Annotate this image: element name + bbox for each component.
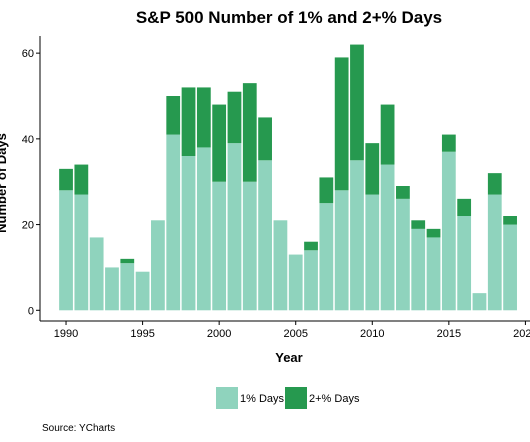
- legend: 1% Days 2+% Days: [216, 387, 360, 409]
- bar-two-pct-2010: [365, 143, 380, 195]
- bar-two-pct-1994: [120, 258, 135, 264]
- x-tick-label-1995: 1995: [130, 328, 154, 340]
- legend-label-two-pct: 2+% Days: [309, 393, 360, 405]
- legend-swatch-one-pct: [216, 387, 238, 409]
- bar-one-pct-2003: [258, 160, 272, 311]
- bar-two-pct-2000: [212, 104, 227, 182]
- bar-two-pct-1999: [196, 87, 211, 148]
- bar-one-pct-2008: [334, 190, 349, 311]
- bar-one-pct-1992: [89, 237, 104, 311]
- bar-two-pct-2003: [258, 117, 272, 161]
- bar-one-pct-2010: [365, 194, 380, 311]
- source-note: Source: YCharts: [42, 423, 115, 434]
- bar-one-pct-1995: [135, 271, 150, 311]
- bar-two-pct-2016: [457, 198, 472, 216]
- bar-one-pct-1999: [196, 147, 211, 311]
- y-tick-label-40: 40: [22, 134, 34, 146]
- bar-one-pct-1996: [151, 220, 165, 311]
- bar-two-pct-2012: [396, 186, 410, 199]
- bar-one-pct-2014: [426, 237, 441, 311]
- bar-two-pct-1997: [166, 96, 181, 135]
- x-tick-label-2000: 2000: [207, 328, 231, 340]
- bar-two-pct-1998: [181, 87, 196, 156]
- bar-one-pct-2017: [472, 293, 487, 311]
- chart-title: S&P 500 Number of 1% and 2+% Days: [136, 8, 442, 27]
- bar-one-pct-1991: [74, 194, 89, 311]
- bar-one-pct-2015: [441, 151, 456, 311]
- bar-one-pct-2001: [227, 143, 242, 311]
- bar-two-pct-2001: [227, 91, 242, 144]
- bar-one-pct-2016: [457, 216, 472, 311]
- legend-label-one-pct: 1% Days: [240, 393, 285, 405]
- legend-swatch-two-pct: [285, 387, 307, 409]
- bars-group: [59, 44, 517, 311]
- y-axis-title: Number of Days: [0, 133, 9, 233]
- y-tick-label-0: 0: [28, 305, 34, 317]
- bar-one-pct-2018: [487, 194, 502, 311]
- axes-group: 0 20 40 60 1990 1995 2000 2005 2010 2015 2020: [22, 36, 530, 340]
- bar-one-pct-2013: [411, 228, 426, 311]
- bar-two-pct-2014: [426, 228, 441, 238]
- bar-two-pct-2002: [242, 83, 257, 182]
- x-axis-title: Year: [275, 350, 302, 365]
- bar-one-pct-2005: [288, 254, 303, 311]
- bar-two-pct-2006: [304, 241, 318, 251]
- bar-one-pct-2006: [304, 250, 318, 311]
- x-tick-label-2010: 2010: [360, 328, 384, 340]
- bar-one-pct-2004: [273, 220, 288, 311]
- bar-one-pct-2009: [350, 160, 364, 311]
- y-tick-label-20: 20: [22, 220, 34, 232]
- bar-one-pct-1990: [59, 190, 73, 311]
- x-tick-label-2020: 2020: [513, 328, 530, 340]
- bar-two-pct-2018: [487, 173, 502, 195]
- bar-one-pct-2000: [212, 181, 227, 311]
- bar-two-pct-2019: [503, 216, 517, 225]
- bar-two-pct-1991: [74, 164, 89, 195]
- bar-one-pct-1994: [120, 263, 135, 311]
- bar-one-pct-2011: [380, 164, 395, 311]
- bar-two-pct-2013: [411, 220, 426, 229]
- bar-one-pct-1997: [166, 134, 181, 311]
- x-tick-label-1990: 1990: [54, 328, 78, 340]
- bar-one-pct-2012: [396, 198, 410, 311]
- x-tick-label-2005: 2005: [283, 328, 307, 340]
- y-tick-label-60: 60: [22, 48, 34, 60]
- bar-one-pct-1998: [181, 156, 196, 311]
- bar-one-pct-2007: [319, 203, 334, 311]
- bar-two-pct-2008: [334, 57, 349, 191]
- bar-two-pct-2015: [441, 134, 456, 152]
- bar-one-pct-2019: [503, 224, 517, 311]
- bar-two-pct-2011: [380, 104, 395, 165]
- bar-two-pct-2009: [350, 44, 364, 161]
- bar-two-pct-2007: [319, 177, 334, 204]
- bar-one-pct-2002: [242, 181, 257, 311]
- bar-one-pct-1993: [105, 267, 119, 311]
- x-tick-label-2015: 2015: [437, 328, 461, 340]
- bar-two-pct-1990: [59, 168, 73, 191]
